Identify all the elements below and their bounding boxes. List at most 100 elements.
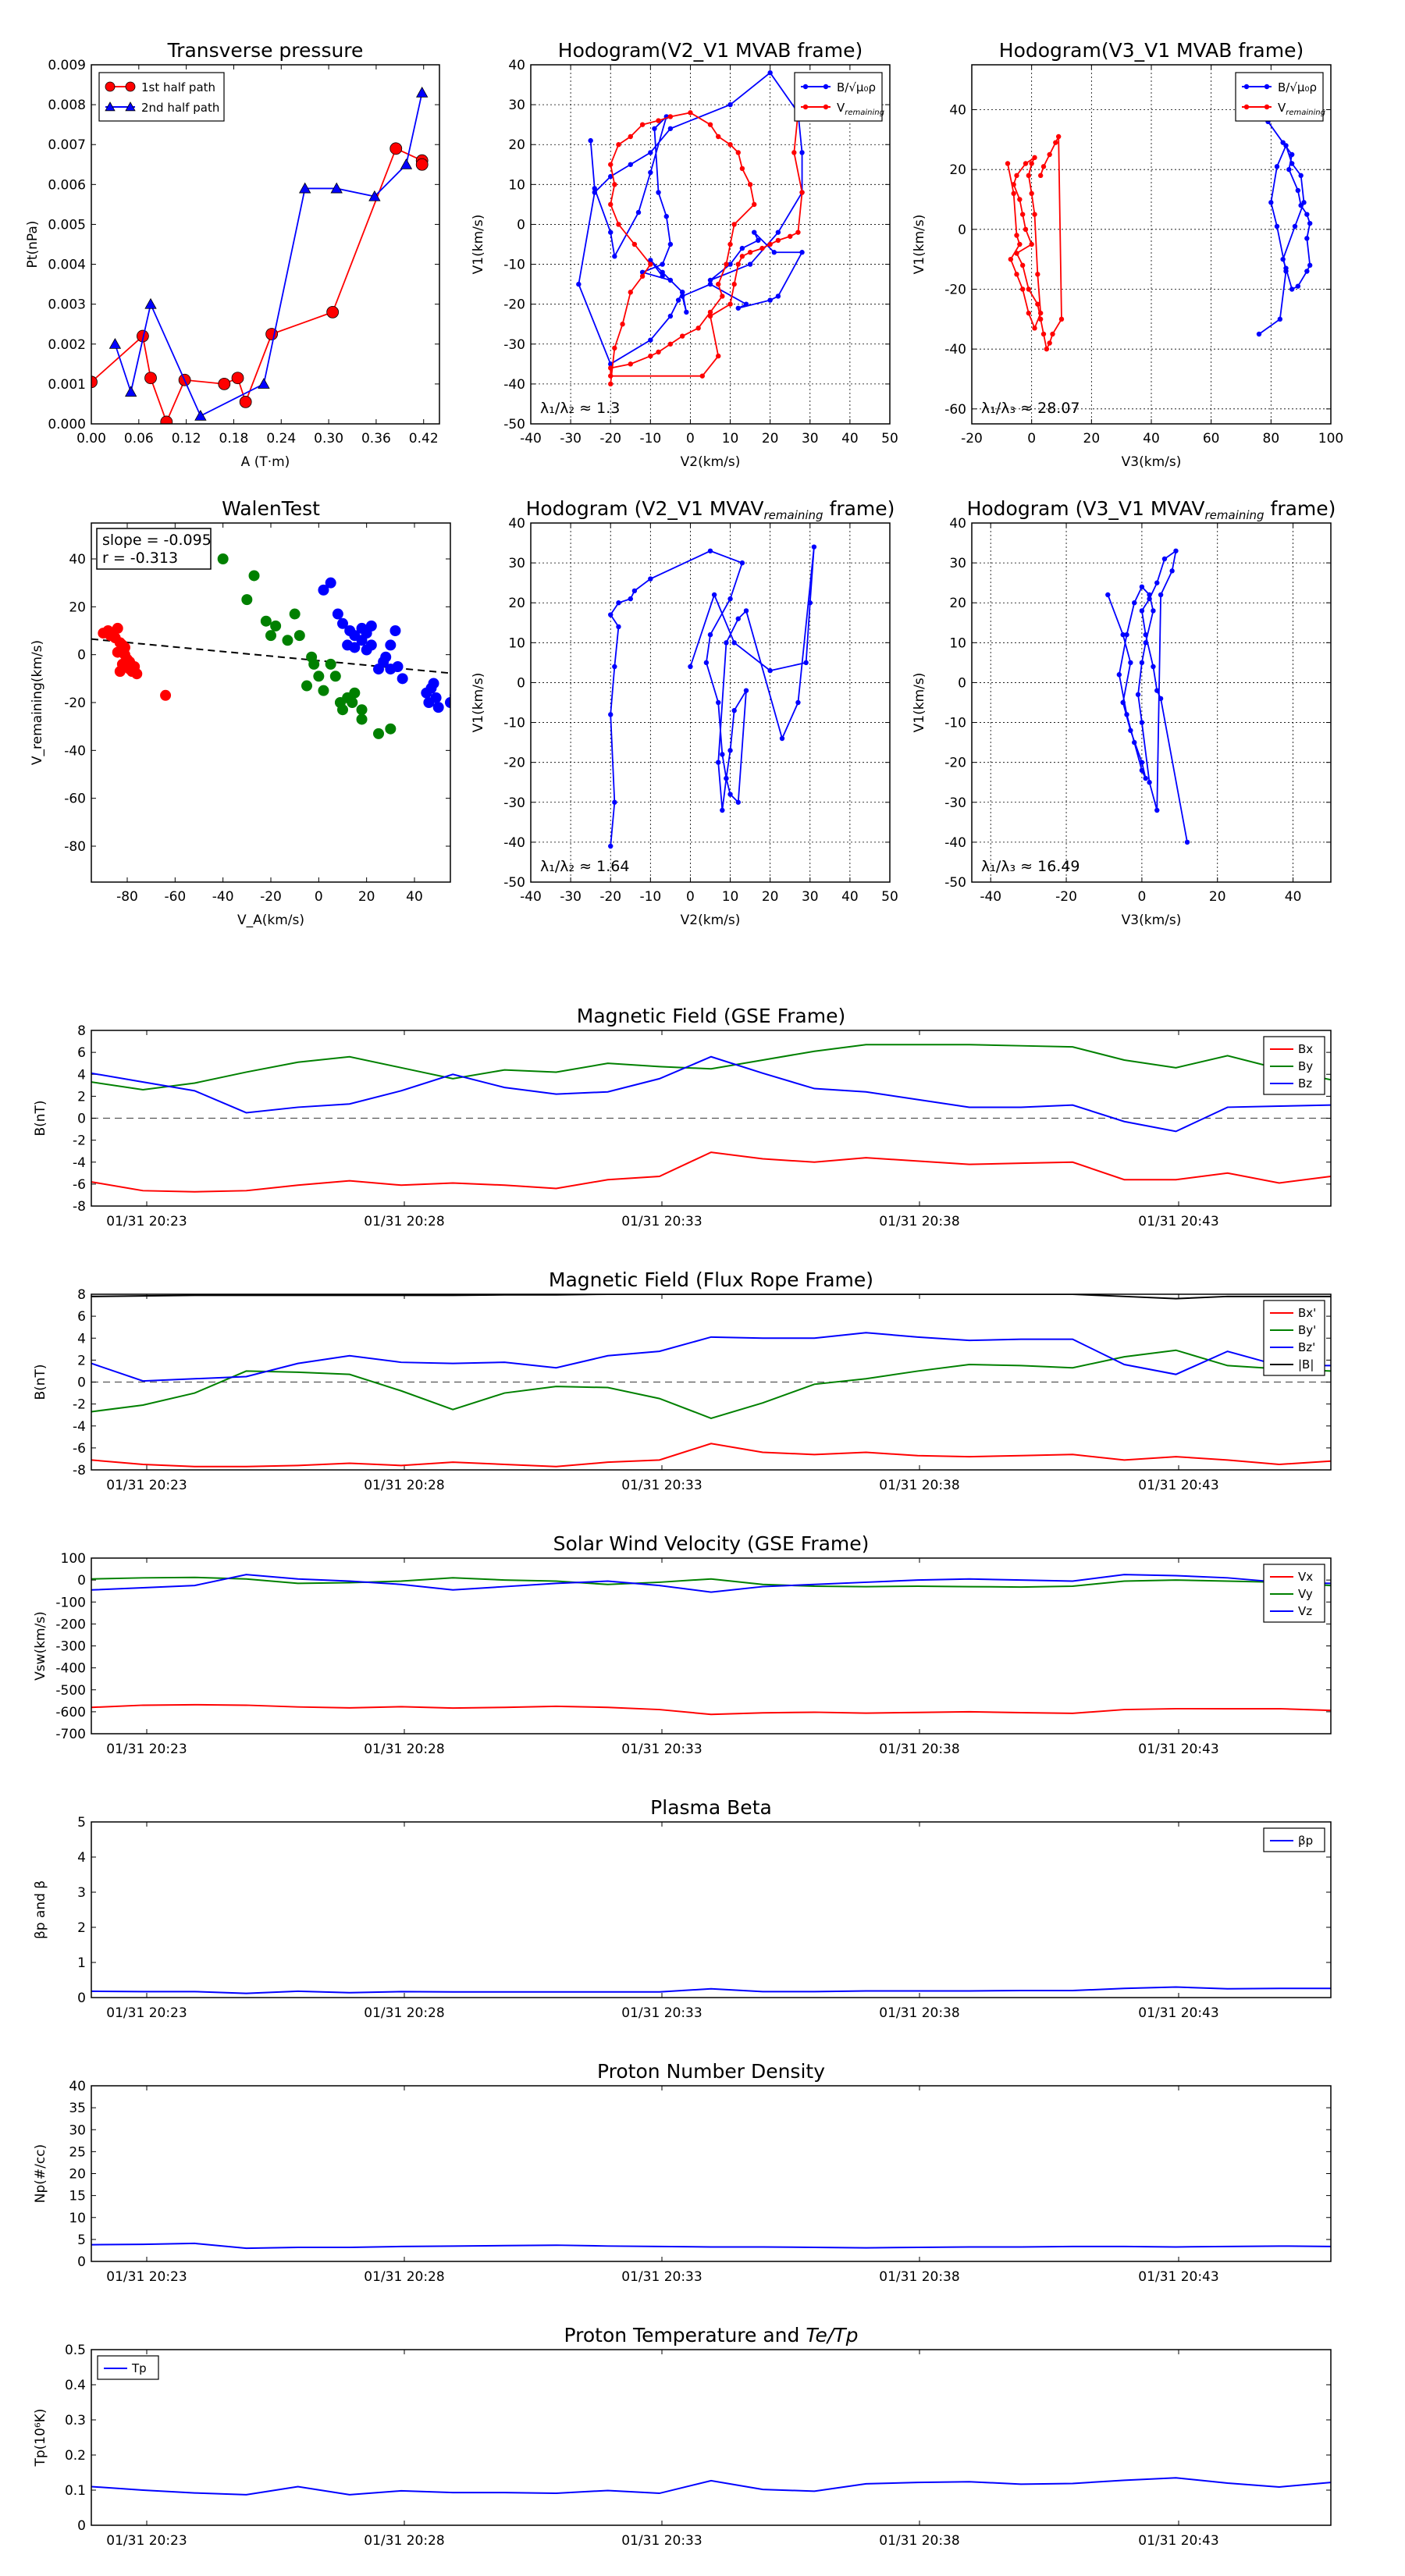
data-point (1035, 272, 1040, 277)
y-tick-label: 4 (77, 1331, 86, 1347)
chart-tp: 0.00 0.06 0.12 0.18 0.24 0.30 0.36 0.42 0.000 0.0… (25, 39, 440, 470)
data-point (1143, 632, 1148, 638)
data-point (747, 262, 753, 267)
data-point (105, 630, 116, 642)
y-tick-label: -40 (944, 342, 966, 358)
data-point (248, 570, 260, 582)
y-tick-label: 0.2 (65, 2448, 86, 2464)
data-point (795, 229, 801, 235)
legend-marker (823, 84, 829, 90)
legend-label: B/√μ₀ρ (1278, 80, 1317, 94)
x-tick-label: 01/31 20:23 (106, 1214, 187, 1229)
chart-title: Proton Number Density (597, 2060, 825, 2083)
data-point (1124, 712, 1129, 717)
plot-frame (971, 64, 1332, 425)
series-line-0 (578, 71, 804, 365)
y-tick-label: 20 (949, 596, 966, 611)
data-point (1017, 197, 1023, 202)
data-point (648, 169, 653, 176)
y-tick-label: 10 (508, 635, 525, 651)
legend-label: By' (1298, 1323, 1316, 1337)
x-tick-label: 01/31 20:23 (106, 2269, 187, 2285)
data-point (450, 690, 461, 700)
data-point (1040, 331, 1047, 337)
x-tick-label: 01/31 20:38 (879, 1478, 959, 1493)
y-tick-label: -20 (64, 696, 86, 711)
data-point (1147, 596, 1152, 602)
y-tick-label: -20 (503, 297, 525, 313)
chart-ts4: 0 1 2 3 4 5 01/31 20:23 01/31 20:28 01/31 20:33 0… (33, 1796, 1332, 2021)
y-tick-label: -600 (55, 1705, 86, 1720)
data-point (1147, 780, 1152, 785)
series-line-0 (91, 1151, 1331, 1193)
legend-marker (1264, 104, 1270, 110)
y-tick-label: 5 (77, 2233, 86, 2248)
legend-marker (1243, 104, 1250, 110)
y-tick-label: -10 (503, 258, 525, 273)
legend-label: Tp (131, 2361, 147, 2375)
x-tick-label: 01/31 20:33 (621, 1214, 702, 1229)
data-point (724, 775, 729, 781)
series-line-0 (91, 1443, 1331, 1468)
y-tick-label: -6 (73, 1441, 86, 1457)
data-point (656, 349, 661, 355)
chart-ts3: -700 -600 -500 -400 -300 -200 -100 0 100 01/31 20… (33, 1532, 1332, 1757)
ratio-annotation: λ₁/λ₃ ≈ 16.49 (981, 858, 1080, 875)
y-tick-label: 100 (61, 1551, 86, 1567)
data-point (349, 687, 361, 699)
plot-frame (91, 1030, 1332, 1207)
data-point (588, 137, 593, 144)
y-tick-label: 1 (77, 1955, 86, 1971)
x-tick-label: 40 (1285, 889, 1302, 905)
y-tick-label: -10 (503, 716, 525, 731)
plot-frame (91, 2349, 1332, 2526)
x-tick-label: 30 (802, 889, 819, 905)
x-tick-label: 40 (841, 431, 859, 447)
data-point (1035, 301, 1040, 307)
x-tick-label: 01/31 20:33 (621, 1478, 702, 1493)
legend-label: Vremaining (837, 101, 884, 117)
data-point (667, 313, 674, 319)
data-point (1298, 173, 1304, 179)
data-point (648, 353, 653, 359)
y-tick-label: -200 (55, 1617, 86, 1632)
data-point (1037, 310, 1044, 316)
data-point (258, 378, 270, 389)
y-axis-label: Tp(10⁶K) (33, 2408, 48, 2467)
data-point (628, 133, 633, 140)
data-point (1053, 140, 1058, 145)
legend-marker (802, 104, 809, 110)
legend-label: Vz (1298, 1604, 1312, 1618)
legend-label: B/√μ₀ρ (837, 80, 876, 94)
chart-title: Magnetic Field (GSE Frame) (577, 1005, 845, 1027)
data-point (739, 165, 745, 172)
data-point (380, 651, 392, 663)
x-tick-label: 0 (686, 889, 695, 905)
series-line-1 (114, 92, 423, 418)
data-point (735, 616, 741, 621)
x-tick-label: 100 (1318, 431, 1343, 447)
data-point (639, 273, 646, 279)
x-tick-label: 20 (762, 431, 779, 447)
data-point (720, 752, 725, 757)
y-tick-label: 40 (949, 103, 966, 119)
y-tick-label: 6 (77, 1045, 86, 1061)
data-point (688, 664, 693, 670)
data-point (756, 237, 761, 244)
data-point (684, 309, 689, 315)
y-axis-label: B(nT) (33, 1100, 48, 1136)
data-point (430, 692, 442, 703)
data-point (332, 608, 343, 620)
data-point (218, 377, 231, 390)
data-point (1151, 664, 1156, 670)
x-tick-label: 0.30 (314, 431, 343, 447)
y-tick-label: 30 (508, 556, 525, 571)
data-point (365, 620, 377, 632)
chart-title: Hodogram (V2_V1 MVAVremaining frame) (526, 497, 895, 522)
x-tick-label: -20 (599, 889, 621, 905)
chart-ts1: -8 -6 -4 -2 0 2 4 6 8 01/31 20:23 01/31 20:28 01/31… (33, 1005, 1332, 1229)
data-point (1047, 340, 1052, 346)
legend-label: 1st half path (141, 80, 215, 94)
y-tick-label: -500 (55, 1683, 86, 1699)
